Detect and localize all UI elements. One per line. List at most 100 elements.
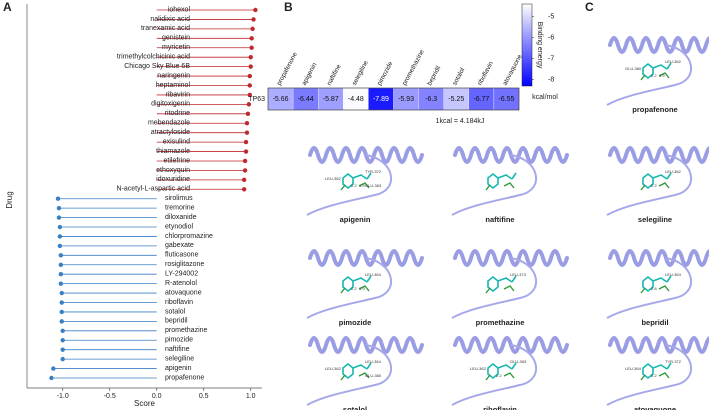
cell-label: -5.87 — [323, 96, 339, 103]
drug-label: myricetin — [162, 44, 190, 51]
dot — [248, 54, 253, 60]
residue-label: LEU-362 — [665, 59, 682, 64]
drug-label: gabexate — [165, 242, 194, 249]
structure: TYR-372 LEU-364 2.2 atovaquone — [606, 336, 709, 410]
ligand — [642, 275, 672, 293]
structure-caption: sotalol — [343, 405, 367, 410]
dot — [59, 319, 64, 324]
cell-label: -6.3 — [425, 96, 437, 103]
residue-label: GLU-360 — [625, 66, 642, 71]
dot — [244, 130, 250, 135]
column-label: pimozide — [376, 60, 395, 87]
drug-label: sirolimus — [165, 195, 193, 202]
residue-label: LEU-362 — [325, 176, 342, 181]
structure-caption: promethazine — [476, 318, 525, 327]
residue-label: LEU-364 — [365, 272, 382, 277]
dot — [246, 102, 252, 107]
cell-label: -6.44 — [298, 96, 314, 103]
ligand — [487, 362, 517, 380]
x-tick-label: -1.0 — [57, 393, 69, 400]
row-label: TP63 — [248, 96, 265, 103]
drug-label: selegiline — [165, 355, 194, 362]
y-axis-title: Drug — [5, 191, 14, 208]
dot — [250, 26, 255, 32]
ligand — [642, 362, 672, 380]
residue — [340, 372, 370, 381]
drug-label: mebendazole — [148, 120, 190, 127]
colorbar-tick-label: -7 — [548, 56, 554, 63]
cell-label: -5.25 — [448, 96, 464, 103]
ligand — [342, 172, 372, 190]
loop — [451, 154, 537, 216]
dot — [249, 36, 254, 41]
x-axis-title: Score — [134, 399, 155, 408]
x-tick-label: 0.0 — [152, 393, 162, 400]
dot — [59, 300, 64, 305]
dot — [60, 356, 65, 362]
structure: TYR-372 LEU-362 GLU-363 2.2 1.9 apigenin — [306, 146, 424, 224]
dot — [58, 262, 64, 267]
column-label: sotalol — [451, 66, 466, 86]
drug-label: chlorpromazine — [165, 233, 213, 240]
residue — [640, 285, 670, 294]
colorbar-tick-label: -5 — [548, 13, 554, 20]
panel-letter: C — [585, 0, 594, 14]
loop — [606, 154, 692, 216]
drug-label: naringenin — [157, 72, 190, 79]
structure: LEU-373 promethazine — [451, 249, 569, 327]
structure-caption: propafenone — [632, 105, 677, 114]
distance-label: 2.2 — [651, 73, 657, 78]
loop — [306, 257, 392, 319]
structure-caption: apigenin — [340, 215, 371, 224]
drug-label: LY-294002 — [165, 271, 198, 278]
residue — [340, 285, 370, 294]
dot — [248, 64, 253, 69]
loop — [606, 44, 692, 106]
structure: GLU-363 LEU-362 2.2 riboflavin — [451, 336, 569, 410]
dot — [243, 149, 249, 154]
structure-caption: pimozide — [339, 318, 372, 327]
dot — [241, 187, 247, 192]
distance-label: 2.8 — [651, 286, 657, 291]
ligand — [642, 172, 672, 190]
column-label: naftifine — [326, 63, 343, 87]
x-tick-label: -0.5 — [104, 393, 116, 400]
residue-label: LEU-362 — [325, 366, 342, 371]
column-label: bepridil — [426, 64, 442, 86]
distance-label: 2.2 — [651, 183, 657, 188]
dot — [49, 375, 54, 381]
structure: LEU-364 2.8 bepridil — [606, 249, 709, 327]
residue-label: LEU-364 — [625, 366, 642, 371]
structure-caption: atovaquone — [634, 405, 676, 410]
ligand — [342, 275, 372, 293]
column-label: riboflavin — [476, 60, 495, 87]
distance-label: 2.2 — [651, 373, 657, 378]
x-tick-label: 0.5 — [199, 393, 209, 400]
colorbar — [521, 3, 533, 87]
dot — [242, 158, 248, 164]
distance-label: 1.9 — [359, 286, 365, 291]
distance-label: 1.9 — [359, 183, 365, 188]
distance-label: 2.2 — [351, 286, 357, 291]
drug-label: tranexamic acid — [141, 25, 190, 32]
loop — [306, 154, 392, 216]
drug-label: thiamazole — [156, 148, 190, 155]
distance-label: 1.9 — [659, 73, 665, 78]
drug-label: Chicago Sky Blue 6B — [124, 63, 190, 70]
colorbar-title: Binding energy — [536, 22, 543, 69]
drug-label: atractyloside — [151, 129, 190, 136]
distance-label: 2.2 — [496, 373, 502, 378]
drug-label: sotalol — [165, 308, 186, 315]
loop — [451, 344, 537, 406]
dot — [60, 347, 65, 352]
loop — [306, 344, 392, 406]
drug-label: trimethylcolchicinic acid — [117, 54, 190, 61]
ligand — [487, 275, 517, 293]
drug-label: etilefrine — [164, 157, 191, 164]
heatmap-border — [267, 87, 520, 111]
column-label: atovaquone — [502, 53, 524, 87]
dot — [51, 366, 56, 371]
dot — [245, 111, 251, 116]
dot — [56, 205, 62, 211]
dot — [55, 196, 61, 201]
